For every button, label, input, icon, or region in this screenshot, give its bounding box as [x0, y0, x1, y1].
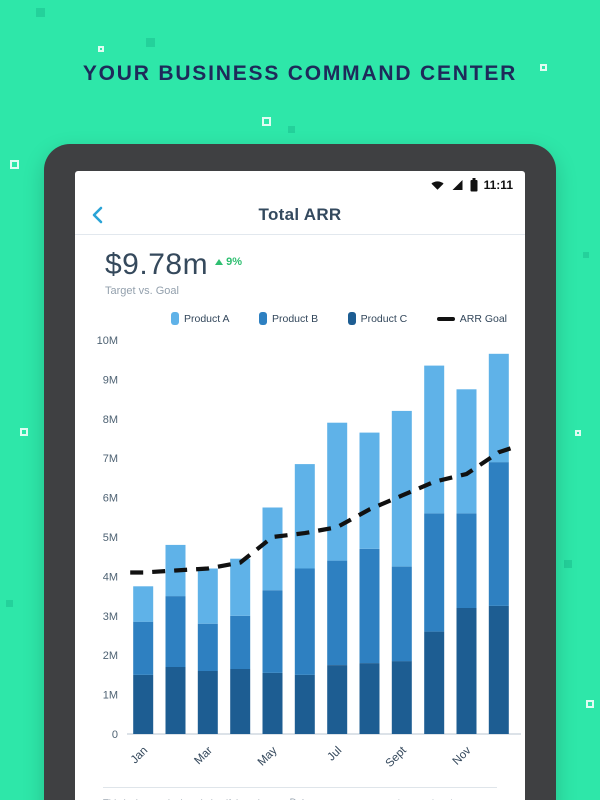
decor-square — [583, 252, 589, 258]
datasources-block: Datasources Salesforce — [290, 797, 374, 800]
decor-square — [146, 38, 155, 47]
page-title: Total ARR — [258, 204, 342, 224]
svg-text:10M: 10M — [97, 335, 118, 347]
svg-text:3M: 3M — [103, 611, 118, 623]
legend-swatch-product-b — [259, 312, 267, 325]
metric-value: $9.78m — [105, 248, 209, 281]
tablet-frame: 11:11 Total ARR $9.78m 9% Target vs. Goa… — [44, 144, 556, 800]
svg-text:May: May — [256, 744, 280, 768]
legend-item-arr-goal[interactable]: ARR Goal — [436, 312, 507, 325]
chart-legend: Product A Product B Product C ARR Goal — [171, 312, 507, 325]
arr-stacked-bar-chart: 0 1M 2M 3M 4M 5M 6M 7M 8M 9M 10M Jan Mar May Jul Sept No… — [97, 335, 521, 770]
back-button[interactable] — [87, 203, 111, 227]
legend-item-product-a[interactable]: Product A — [171, 312, 230, 325]
legend-label: Product A — [184, 312, 230, 325]
clock-time: 11:11 — [483, 178, 513, 192]
last-updated-label: Last updated — [398, 797, 497, 800]
datasources-label: Datasources — [290, 797, 374, 800]
decor-square — [36, 8, 45, 17]
metric-block: $9.78m 9% Target vs. Goal — [75, 235, 525, 297]
svg-text:Mar: Mar — [192, 745, 215, 768]
metric-subtitle: Target vs. Goal — [105, 285, 179, 297]
app-header: Total ARR — [75, 195, 525, 235]
svg-text:5M: 5M — [103, 532, 118, 544]
up-arrow-icon — [215, 259, 224, 265]
svg-text:6M: 6M — [103, 493, 118, 505]
legend-item-product-c[interactable]: Product C — [347, 312, 408, 325]
svg-text:Nov: Nov — [451, 744, 474, 767]
legend-swatch-arr-goal — [436, 316, 455, 321]
status-bar: 11:11 — [75, 171, 525, 195]
decor-square — [6, 600, 13, 607]
chart-area: 0 1M 2M 3M 4M 5M 6M 7M 8M 9M 10M Jan Mar May Jul Sept No… — [83, 330, 525, 787]
svg-text:4M: 4M — [103, 571, 118, 583]
tablet-screen: 11:11 Total ARR $9.78m 9% Target vs. Goa… — [75, 171, 525, 800]
legend-swatch-product-c — [347, 312, 356, 325]
svg-text:Jan: Jan — [129, 745, 151, 767]
page-headline: YOUR BUSINESS COMMAND CENTER — [82, 62, 518, 85]
battery-icon — [470, 178, 478, 192]
decor-square — [98, 46, 104, 52]
legend-item-product-b[interactable]: Product B — [259, 312, 318, 325]
decor-square — [262, 117, 271, 126]
decor-square — [586, 700, 594, 708]
cellular-signal-icon — [451, 179, 464, 191]
svg-text:0: 0 — [112, 729, 118, 741]
last-updated-block: Last updated 9 minutes ago, updates ever… — [398, 797, 497, 800]
metric-delta-value: 9% — [226, 256, 242, 268]
legend-swatch-product-a — [171, 312, 179, 325]
screen-footer: This is the metric description if there … — [103, 787, 497, 800]
svg-text:8M: 8M — [103, 414, 118, 426]
metric-delta: 9% — [215, 256, 242, 268]
decor-square — [10, 160, 19, 169]
svg-text:1M: 1M — [103, 690, 118, 702]
decor-square — [20, 428, 28, 436]
decor-square — [540, 64, 547, 71]
svg-text:7M: 7M — [103, 453, 118, 465]
decor-square — [564, 560, 572, 568]
svg-text:2M: 2M — [103, 650, 118, 662]
metric-description: This is the metric description if there … — [103, 797, 266, 800]
wifi-icon — [430, 179, 445, 191]
svg-text:Jul: Jul — [325, 745, 344, 764]
legend-label: Product C — [360, 312, 408, 325]
legend-label: ARR Goal — [459, 312, 507, 325]
legend-label: Product B — [272, 312, 319, 325]
svg-text:9M: 9M — [103, 374, 118, 386]
decor-square — [288, 126, 295, 133]
svg-text:Sept: Sept — [384, 744, 410, 770]
decor-square — [575, 430, 581, 436]
